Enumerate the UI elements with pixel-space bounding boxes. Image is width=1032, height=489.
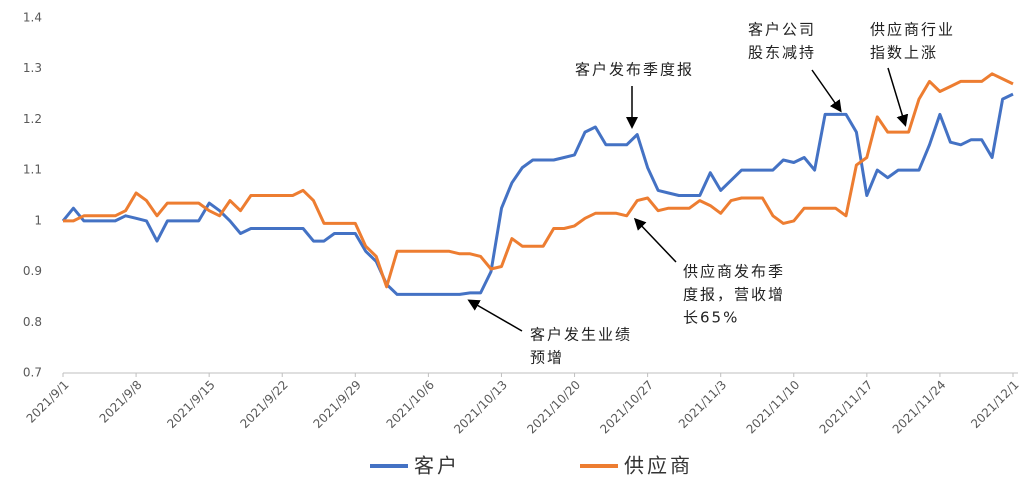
annotation: 客户公司: [748, 21, 816, 39]
x-tick-label: 2021/9/1: [24, 378, 72, 426]
annotation: 预增: [530, 349, 564, 367]
annotation-arrow: [467, 299, 523, 332]
y-tick-label: 0.8: [23, 315, 42, 329]
legend-label: 供应商: [624, 454, 693, 478]
y-tick-label: 1.1: [23, 163, 42, 177]
x-tick-label: 2021/10/13: [451, 378, 510, 437]
series-line: [61, 92, 1014, 296]
annotation: 股东减持: [748, 44, 816, 62]
y-tick-label: 1.3: [23, 61, 42, 75]
y-tick-label: 0.9: [23, 264, 42, 278]
x-tick-label: 2021/11/3: [676, 378, 729, 431]
x-tick-label: 2021/10/6: [384, 378, 437, 431]
annotation: 供应商发布季: [683, 263, 785, 281]
y-tick-label: 1.4: [23, 11, 42, 25]
x-tick-label: 2021/11/10: [744, 378, 803, 437]
annotation: 度报，营收增: [683, 286, 785, 304]
annotation: 客户发布季度报: [575, 61, 694, 79]
x-tick-label: 2021/10/27: [597, 378, 656, 437]
annotation: 指数上涨: [870, 44, 938, 62]
x-tick-label: 2021/9/15: [164, 378, 217, 431]
y-tick-label: 1.2: [23, 112, 42, 126]
y-tick-label: 1: [34, 213, 42, 227]
annotation-arrow: [811, 69, 842, 113]
x-tick-label: 2021/9/22: [237, 378, 290, 431]
annotation-arrow: [887, 67, 909, 127]
x-tick-label: 2021/9/29: [310, 378, 363, 431]
annotation: 长65%: [683, 309, 739, 327]
legend-label: 客户: [414, 454, 460, 478]
x-tick-label: 2021/10/20: [524, 378, 583, 437]
annotation-arrow: [633, 217, 677, 263]
x-tick-label: 2021/11/17: [817, 378, 876, 437]
x-tick-label: 2021/9/8: [97, 378, 145, 426]
x-tick-label: 2021/11/24: [890, 378, 949, 437]
series-line: [63, 72, 1014, 289]
annotation: 供应商行业: [870, 21, 955, 39]
y-tick-label: 0.7: [23, 366, 42, 380]
annotation: 客户发生业绩: [530, 326, 632, 344]
x-tick-label: 2021/12/1: [968, 378, 1021, 431]
